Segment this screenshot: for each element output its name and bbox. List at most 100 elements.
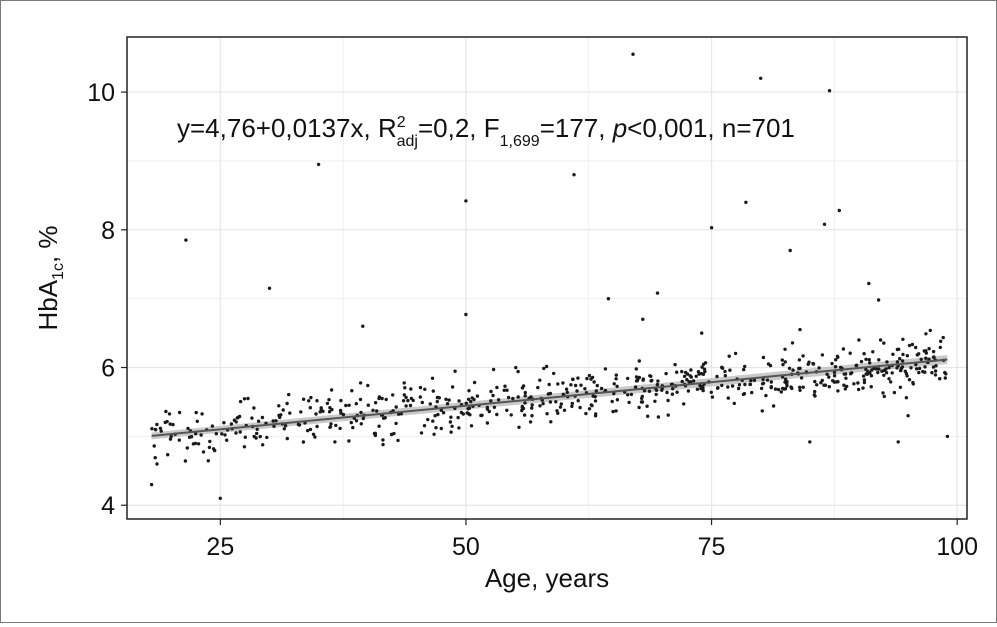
- data-point: [684, 370, 688, 375]
- data-point: [391, 393, 395, 397]
- data-point: [165, 419, 169, 424]
- data-point: [665, 390, 669, 395]
- data-point: [843, 387, 847, 391]
- data-point: [820, 353, 825, 357]
- data-point: [709, 390, 713, 394]
- data-point: [396, 438, 400, 443]
- data-point: [781, 362, 785, 367]
- data-point: [631, 52, 635, 56]
- data-point: [709, 226, 714, 230]
- data-point: [938, 345, 942, 350]
- data-point: [185, 446, 189, 450]
- data-point: [822, 222, 827, 226]
- data-point: [654, 392, 658, 397]
- data-point: [656, 379, 660, 383]
- data-point: [764, 393, 768, 398]
- data-point: [448, 420, 453, 424]
- data-point: [629, 392, 634, 397]
- data-point: [200, 412, 204, 416]
- data-point: [541, 401, 545, 406]
- data-point: [914, 367, 919, 371]
- data-point: [842, 383, 846, 387]
- data-point: [316, 162, 321, 167]
- data-point: [869, 374, 874, 378]
- data-point: [931, 349, 936, 354]
- data-point: [691, 379, 696, 383]
- data-point: [611, 409, 615, 414]
- data-point: [715, 374, 719, 379]
- data-point: [861, 374, 866, 378]
- data-point: [889, 380, 893, 384]
- data-point: [325, 401, 330, 406]
- data-point: [880, 369, 884, 373]
- data-point: [703, 369, 707, 374]
- data-point: [675, 390, 679, 394]
- data-point: [467, 406, 472, 410]
- data-point: [159, 429, 163, 433]
- data-point: [599, 386, 604, 391]
- data-point: [904, 396, 909, 400]
- data-point: [470, 396, 474, 400]
- data-point: [817, 366, 821, 370]
- data-point: [789, 385, 793, 389]
- data-point: [358, 397, 363, 402]
- data-point: [736, 386, 741, 391]
- data-point: [457, 426, 461, 430]
- data-point: [882, 341, 886, 345]
- data-point: [243, 435, 247, 439]
- data-point: [759, 76, 763, 81]
- data-point: [671, 387, 675, 391]
- data-point: [422, 424, 427, 428]
- data-point: [813, 379, 817, 384]
- data-point: [570, 401, 574, 406]
- data-point: [626, 393, 630, 397]
- data-point: [887, 365, 891, 370]
- data-point: [538, 378, 542, 382]
- data-point: [871, 350, 875, 354]
- data-point: [206, 459, 210, 463]
- data-point: [896, 440, 900, 444]
- data-point: [808, 440, 812, 444]
- data-point: [169, 434, 173, 439]
- data-point: [682, 374, 687, 378]
- data-point: [307, 399, 311, 403]
- data-point: [211, 447, 216, 451]
- data-point: [820, 378, 824, 383]
- data-point: [680, 379, 684, 384]
- x-tick-label: 25: [206, 533, 234, 561]
- data-point: [578, 405, 582, 410]
- data-point: [615, 384, 619, 388]
- data-point: [299, 410, 303, 414]
- data-point: [639, 400, 644, 404]
- data-point: [720, 365, 724, 370]
- data-point: [649, 379, 653, 383]
- data-point: [759, 386, 764, 391]
- data-point: [783, 347, 787, 351]
- data-point: [934, 364, 938, 368]
- data-point: [742, 392, 747, 396]
- data-point: [856, 381, 860, 385]
- data-point: [811, 362, 816, 366]
- data-point: [825, 372, 829, 376]
- data-point: [252, 406, 256, 410]
- data-point: [779, 390, 783, 394]
- data-point: [153, 456, 157, 460]
- data-point: [730, 384, 735, 388]
- data-point: [167, 412, 172, 416]
- data-point: [392, 431, 396, 436]
- x-tick-label: 75: [698, 533, 726, 561]
- data-point: [769, 380, 773, 384]
- data-point: [917, 352, 921, 356]
- data-point: [585, 376, 589, 381]
- data-point: [255, 427, 259, 431]
- data-point: [726, 385, 730, 389]
- data-point: [852, 382, 856, 386]
- data-point: [558, 405, 563, 409]
- data-point: [910, 342, 915, 347]
- data-point: [861, 386, 865, 390]
- data-point: [917, 370, 921, 375]
- data-point: [339, 398, 343, 403]
- data-point: [761, 381, 766, 385]
- data-point: [394, 421, 398, 426]
